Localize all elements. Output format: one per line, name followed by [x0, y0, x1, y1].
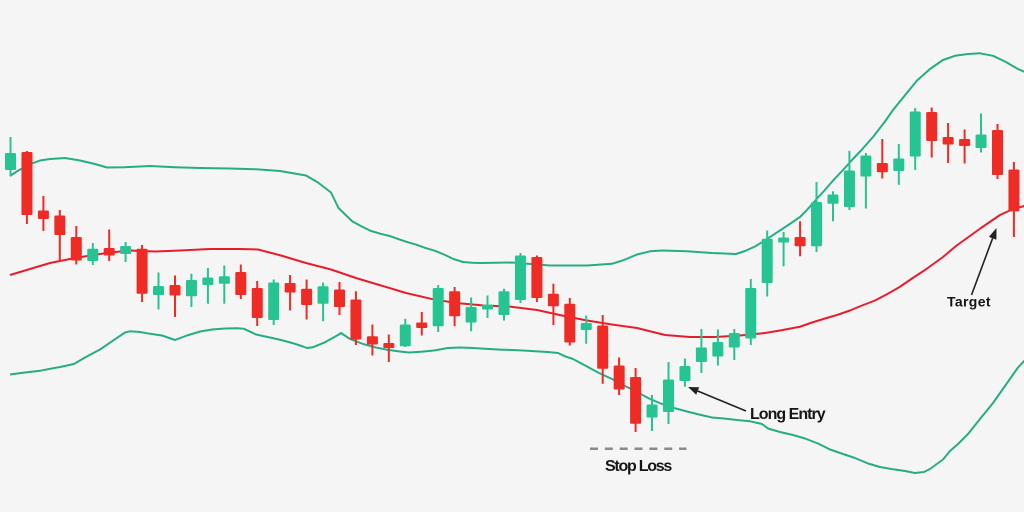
svg-text:Long Entry: Long Entry [750, 406, 826, 423]
svg-text:Target: Target [947, 293, 991, 309]
svg-text:Stop Loss: Stop Loss [605, 458, 672, 475]
